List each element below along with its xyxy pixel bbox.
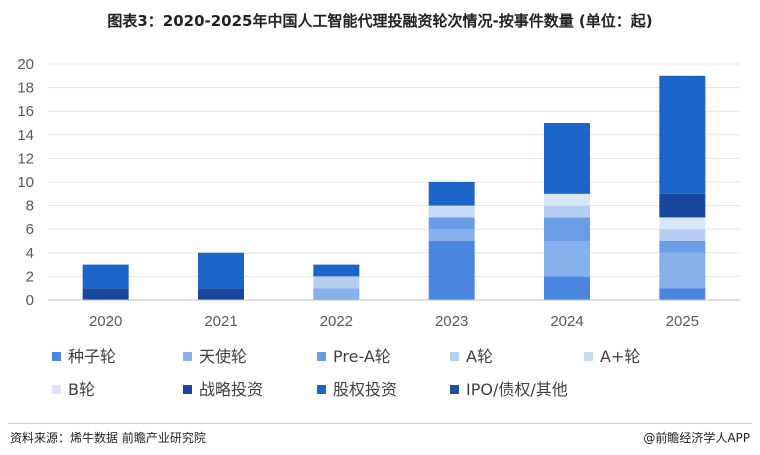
bar-segment [428, 205, 475, 218]
legend-label: Pre-A轮 [333, 347, 391, 366]
bar-segment [659, 75, 706, 194]
bar-segment [82, 288, 129, 300]
bar-segment [428, 229, 475, 241]
y-tick-label: 16 [17, 103, 34, 120]
bar-segment [659, 229, 706, 241]
bars [82, 75, 706, 300]
bar-segment [544, 241, 590, 277]
bar-segment [82, 264, 129, 289]
bar-segment [313, 276, 360, 289]
y-tick-label: 2 [26, 268, 34, 285]
bar-segment [659, 241, 706, 253]
bar-segment [659, 193, 706, 218]
bar-segment [544, 217, 590, 241]
legend-label: IPO/债权/其他 [466, 380, 568, 399]
y-tick-label: 6 [26, 221, 34, 238]
footer-divider [8, 423, 752, 424]
y-tick-label: 4 [26, 245, 34, 262]
bar-segment [198, 288, 244, 300]
y-tick-label: 18 [17, 80, 34, 97]
legend-swatch [52, 352, 61, 361]
legend-label: 战略投资 [199, 380, 263, 399]
bar-segment [544, 205, 590, 218]
x-tick-label: 2025 [666, 313, 699, 330]
x-tick-label: 2023 [435, 313, 468, 330]
legend-label: 种子轮 [68, 347, 116, 366]
legend-swatch [183, 385, 192, 394]
chart-title: 图表3：2020-2025年中国人工智能代理投融资轮次情况-按事件数量 (单位：… [107, 12, 653, 30]
legend-swatch [450, 385, 459, 394]
y-tick-label: 12 [17, 150, 34, 167]
x-tick-label: 2024 [550, 313, 583, 330]
bar-segment [544, 123, 590, 194]
bar-segment [428, 217, 475, 230]
y-tick-label: 20 [17, 56, 34, 73]
y-tick-label: 8 [26, 198, 34, 215]
bar-segment [659, 252, 706, 289]
legend-swatch [317, 352, 326, 361]
legend-swatch [52, 385, 61, 394]
y-tick-label: 14 [17, 127, 34, 144]
y-tick-label: 10 [17, 174, 34, 191]
bar-segment [198, 252, 244, 289]
bar-segment [313, 264, 360, 277]
bar-segment [313, 288, 360, 300]
legend-swatch [584, 352, 593, 361]
legend-label: A+轮 [600, 347, 640, 366]
source-note: 资料来源：烯牛数据 前瞻产业研究院 [10, 431, 206, 445]
x-tick-label: 2020 [89, 313, 122, 330]
legend-swatch [183, 352, 192, 361]
grid-lines [48, 63, 740, 277]
bar-segment [659, 217, 706, 230]
legend-label: B轮 [68, 380, 95, 399]
brand-credit: @前瞻经济学人APP [643, 431, 750, 445]
legend-swatch [450, 352, 459, 361]
y-tick-label: 0 [26, 292, 34, 309]
x-tick-label: 2022 [320, 313, 353, 330]
bar-segment [428, 241, 475, 300]
bar-segment [659, 288, 706, 300]
legend-label: A轮 [466, 347, 493, 366]
bar-segment [544, 193, 590, 206]
bar-segment [428, 182, 475, 206]
legend-label: 股权投资 [333, 380, 397, 399]
legend-swatch [317, 385, 326, 394]
legend-label: 天使轮 [199, 347, 247, 366]
legend: 种子轮 天使轮 Pre-A轮 A轮 A+轮 B轮 战略投资 股权投资 IPO/债权/其他 [52, 347, 640, 399]
bar-segment [544, 276, 590, 300]
x-tick-label: 2021 [204, 313, 237, 330]
